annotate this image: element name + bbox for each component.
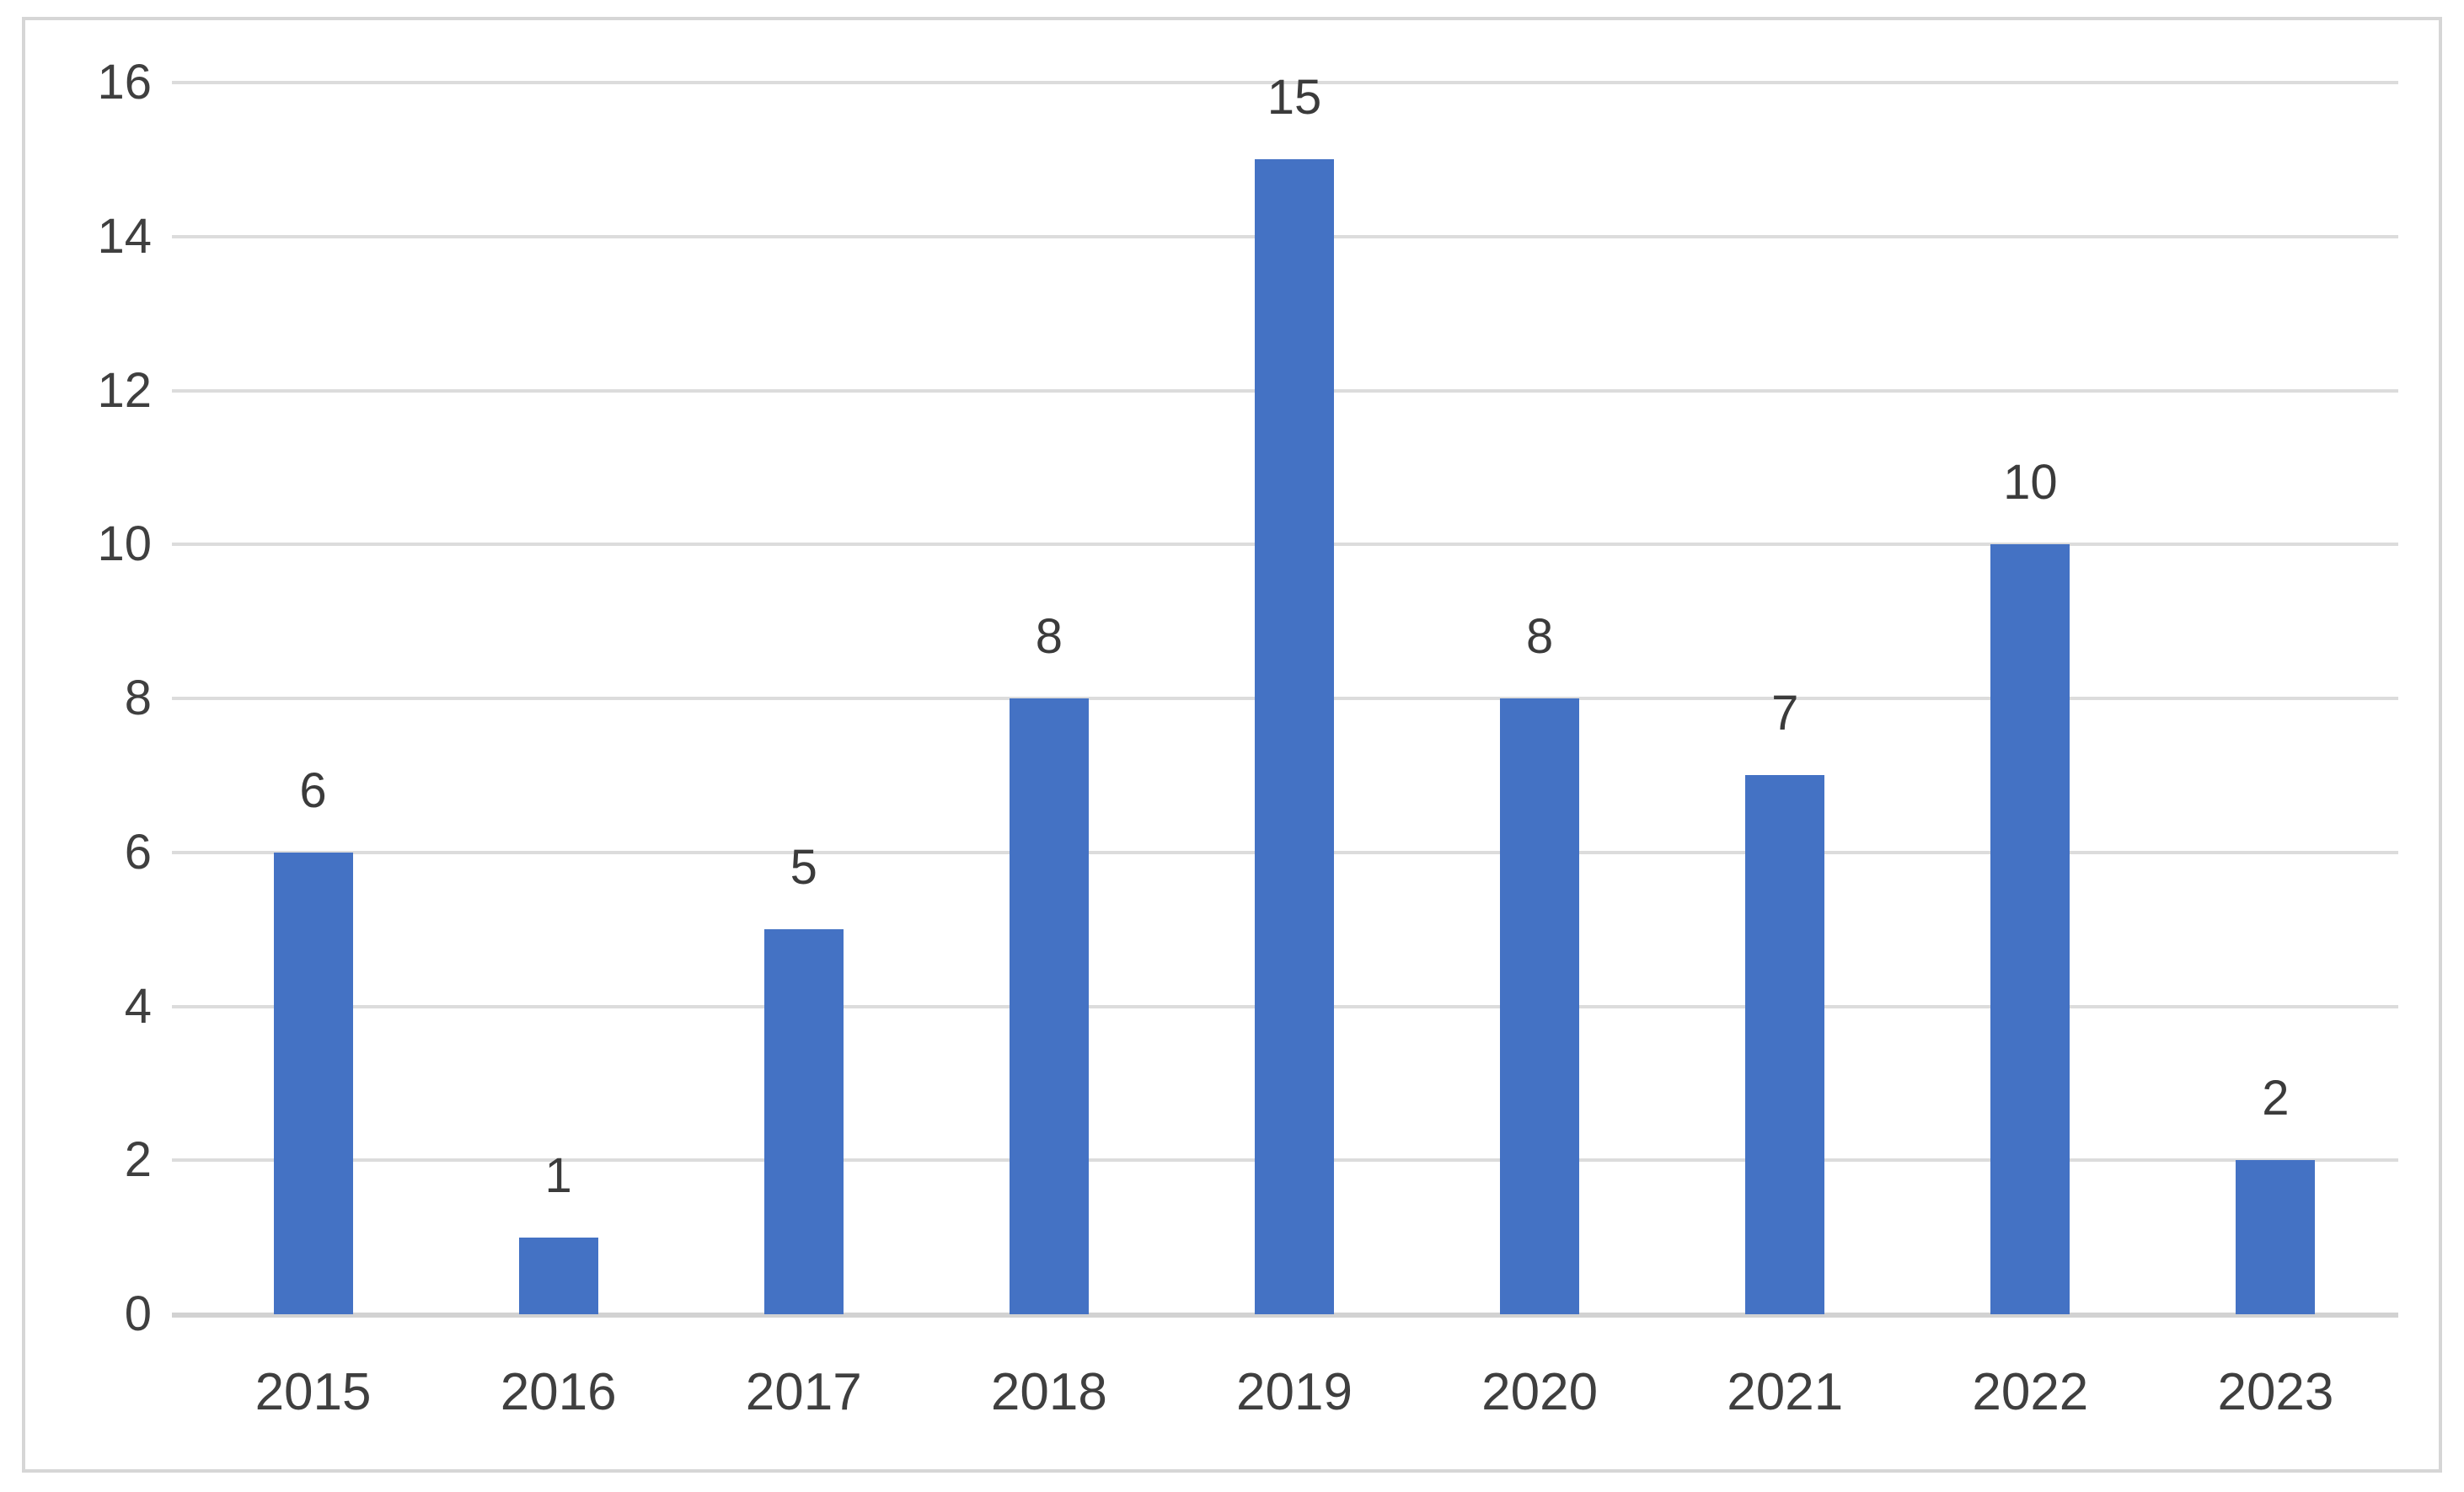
bar-2021 — [1745, 775, 1825, 1314]
bar-2022 — [1990, 544, 2070, 1314]
bar-value-label: 8 — [1525, 609, 1554, 664]
bar-2020 — [1500, 698, 1580, 1314]
bar-2016 — [518, 1237, 598, 1314]
bar-2015 — [273, 852, 353, 1314]
x-axis-tick-label: 2015 — [254, 1363, 372, 1421]
y-axis-tick-label: 0 — [124, 1286, 152, 1341]
bar-value-label: 8 — [1035, 609, 1063, 664]
bar-value-label: 15 — [1267, 70, 1322, 126]
chart-frame: 0 2 4 6 8 10 12 14 16 6 2015 1 2016 5 2017 8 2018 15 2019 8… — [22, 17, 2442, 1473]
bar-value-label: 2 — [2262, 1071, 2290, 1126]
y-axis-tick-label: 14 — [97, 208, 152, 264]
y-axis-tick-label: 2 — [124, 1132, 152, 1188]
y-axis-tick-label: 6 — [124, 824, 152, 880]
bar-2019 — [1255, 159, 1334, 1314]
x-axis-tick-label: 2016 — [500, 1363, 617, 1421]
bar-2018 — [1009, 698, 1089, 1314]
bar-value-label: 5 — [790, 840, 817, 896]
bar-value-label: 7 — [1771, 686, 1799, 741]
x-axis-tick-label: 2022 — [1972, 1363, 2089, 1421]
y-axis-tick-label: 8 — [124, 671, 152, 725]
gridline — [172, 81, 2398, 84]
bar-value-label: 6 — [299, 762, 327, 818]
y-axis-tick-label: 4 — [124, 978, 152, 1034]
x-axis-tick-label: 2018 — [990, 1363, 1107, 1421]
y-axis-tick-label: 12 — [97, 362, 152, 418]
x-axis-tick-label: 2017 — [745, 1363, 862, 1421]
x-axis-tick-label: 2019 — [1236, 1363, 1353, 1421]
bar-value-label: 1 — [544, 1147, 572, 1203]
x-axis-tick-label: 2021 — [1727, 1363, 1844, 1421]
x-axis-tick-label: 2020 — [1481, 1363, 1599, 1421]
bar-2017 — [763, 929, 844, 1314]
x-axis-tick-label: 2023 — [2217, 1363, 2334, 1421]
y-axis-tick-label: 10 — [97, 516, 152, 572]
y-axis-tick-label: 16 — [97, 55, 152, 110]
bar-2023 — [2236, 1160, 2316, 1314]
x-axis-line — [172, 1313, 2398, 1318]
bar-value-label: 10 — [2003, 455, 2058, 511]
